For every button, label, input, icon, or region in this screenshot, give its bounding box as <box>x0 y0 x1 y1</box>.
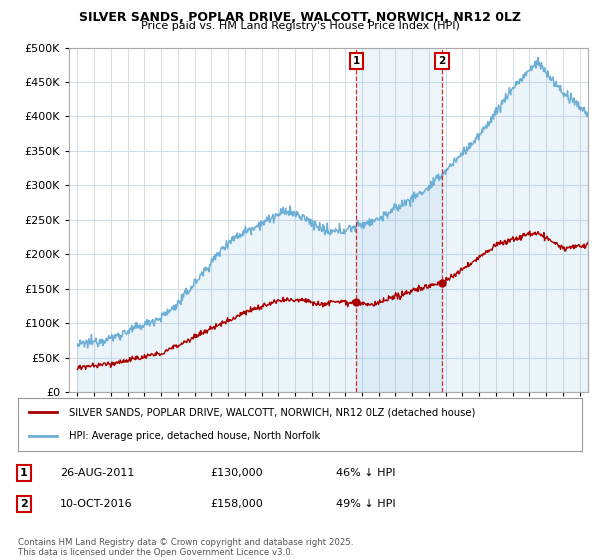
Text: 10-OCT-2016: 10-OCT-2016 <box>60 499 133 509</box>
Text: 46% ↓ HPI: 46% ↓ HPI <box>336 468 395 478</box>
Text: £158,000: £158,000 <box>210 499 263 509</box>
Text: 2: 2 <box>439 57 446 67</box>
Text: 49% ↓ HPI: 49% ↓ HPI <box>336 499 395 509</box>
Text: 26-AUG-2011: 26-AUG-2011 <box>60 468 134 478</box>
Text: 2: 2 <box>20 499 28 509</box>
Bar <box>356 48 442 392</box>
Text: Contains HM Land Registry data © Crown copyright and database right 2025.
This d: Contains HM Land Registry data © Crown c… <box>18 538 353 557</box>
Text: HPI: Average price, detached house, North Norfolk: HPI: Average price, detached house, Nort… <box>69 431 320 441</box>
Text: £130,000: £130,000 <box>210 468 263 478</box>
Text: SILVER SANDS, POPLAR DRIVE, WALCOTT, NORWICH, NR12 0LZ: SILVER SANDS, POPLAR DRIVE, WALCOTT, NOR… <box>79 11 521 24</box>
Text: 1: 1 <box>20 468 28 478</box>
Text: 1: 1 <box>352 57 360 67</box>
Text: SILVER SANDS, POPLAR DRIVE, WALCOTT, NORWICH, NR12 0LZ (detached house): SILVER SANDS, POPLAR DRIVE, WALCOTT, NOR… <box>69 408 475 418</box>
Text: Price paid vs. HM Land Registry's House Price Index (HPI): Price paid vs. HM Land Registry's House … <box>140 21 460 31</box>
